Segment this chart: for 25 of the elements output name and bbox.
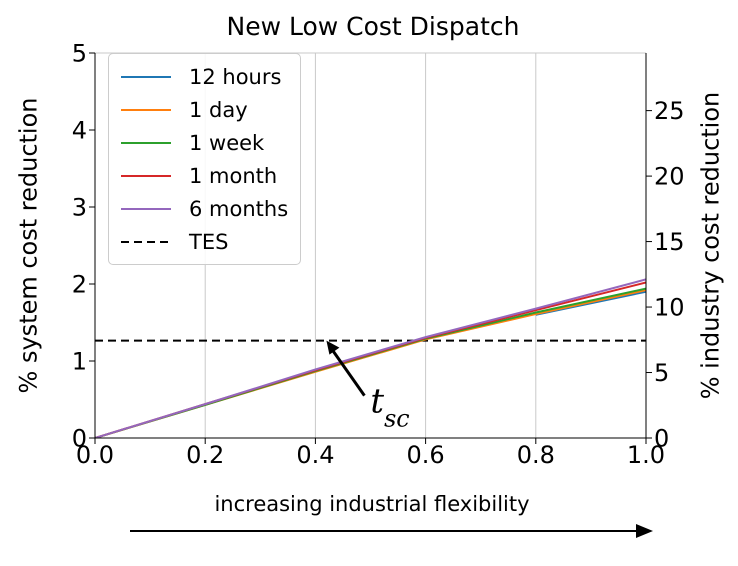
x-axis-title: increasing industrial flexibility bbox=[213, 492, 531, 516]
y2-axis-title: % industry cost reduction bbox=[696, 92, 725, 400]
y2-tick-label: 5 bbox=[654, 359, 670, 388]
legend-label: 1 day bbox=[189, 98, 248, 122]
legend-label: 6 months bbox=[189, 196, 288, 220]
legend-label: 12 hours bbox=[189, 64, 282, 88]
chart-title: New Low Cost Dispatch bbox=[226, 12, 520, 41]
y-tick-label: 5 bbox=[72, 40, 87, 68]
x-tick-label: 0.4 bbox=[296, 441, 334, 470]
y-tick-label: 3 bbox=[72, 194, 87, 222]
y-axis-title: % system cost reduction bbox=[14, 98, 43, 394]
y2-tick-label: 25 bbox=[654, 97, 685, 126]
y-tick-label: 2 bbox=[72, 270, 87, 299]
y2-tick-label: 10 bbox=[654, 294, 685, 322]
annotation: t$_{sc}$ bbox=[370, 382, 410, 433]
x-tick-label: 0.2 bbox=[186, 441, 224, 470]
legend-label: 1 month bbox=[189, 164, 278, 188]
x-tick-label: 0.8 bbox=[516, 441, 555, 470]
y2-tick-label: 15 bbox=[654, 228, 685, 256]
y2-tick-label: 20 bbox=[654, 162, 685, 191]
y-tick-label: 4 bbox=[72, 116, 87, 145]
x-tick-label: 0.6 bbox=[406, 441, 445, 470]
legend-label: TES bbox=[189, 230, 228, 254]
legend-label: 1 week bbox=[189, 130, 264, 154]
y-tick-label: 1 bbox=[72, 348, 87, 376]
